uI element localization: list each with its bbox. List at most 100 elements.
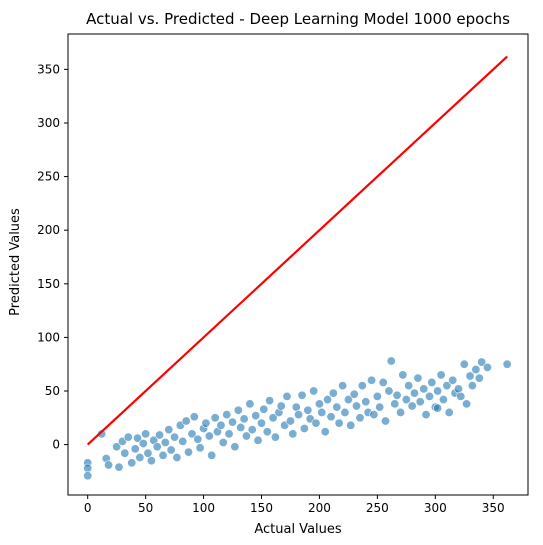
data-point xyxy=(130,444,140,454)
reference-line xyxy=(86,55,508,446)
data-point xyxy=(297,390,307,400)
data-point xyxy=(236,422,246,432)
data-point xyxy=(138,439,148,449)
data-point xyxy=(224,429,234,439)
data-point xyxy=(396,407,406,417)
data-point xyxy=(187,429,197,439)
y-tick-label: 350 xyxy=(37,62,60,76)
data-point xyxy=(210,413,220,423)
data-point xyxy=(193,434,203,444)
data-point xyxy=(332,402,342,412)
data-point xyxy=(343,395,353,405)
data-point xyxy=(309,386,319,396)
data-point xyxy=(288,429,298,439)
data-point xyxy=(282,391,292,401)
data-point xyxy=(146,456,156,466)
data-point xyxy=(407,401,417,411)
y-tick-label: 100 xyxy=(37,330,60,344)
y-tick-label: 50 xyxy=(45,384,60,398)
data-point xyxy=(241,431,251,441)
data-point xyxy=(285,416,295,426)
data-point xyxy=(83,471,93,481)
data-point xyxy=(467,381,477,391)
data-point xyxy=(398,370,408,380)
data-point xyxy=(401,395,411,405)
data-point xyxy=(97,429,107,439)
x-axis-label: Actual Values xyxy=(254,522,342,537)
data-point xyxy=(218,437,228,447)
y-tick-label: 250 xyxy=(37,170,60,184)
data-point xyxy=(456,391,466,401)
data-point xyxy=(83,463,93,473)
x-tick-label: 200 xyxy=(308,501,331,515)
data-point xyxy=(204,431,214,441)
data-point xyxy=(323,395,333,405)
data-point xyxy=(104,460,114,470)
data-point xyxy=(253,435,263,445)
data-point xyxy=(453,384,463,394)
data-point xyxy=(320,427,330,437)
data-point xyxy=(465,371,475,381)
x-tick-label: 300 xyxy=(424,501,447,515)
data-point xyxy=(442,381,452,391)
y-tick-label: 0 xyxy=(52,438,60,452)
chart-title: Actual vs. Predicted - Deep Learning Mod… xyxy=(86,10,510,28)
data-point xyxy=(482,362,492,372)
data-point xyxy=(314,399,324,409)
data-point xyxy=(268,413,278,423)
y-tick-label: 200 xyxy=(37,223,60,237)
data-point xyxy=(222,410,232,420)
data-point xyxy=(201,418,211,428)
data-point xyxy=(346,420,356,430)
data-point xyxy=(262,427,272,437)
data-point xyxy=(303,405,313,415)
y-tick-label: 300 xyxy=(37,116,60,130)
data-point xyxy=(438,395,448,405)
data-point xyxy=(276,401,286,411)
data-point xyxy=(133,433,143,443)
x-tick-label: 250 xyxy=(366,501,389,515)
data-point xyxy=(474,373,484,383)
data-point xyxy=(419,384,429,394)
data-point xyxy=(433,386,443,396)
data-point xyxy=(155,430,165,440)
data-point xyxy=(392,390,402,400)
data-point xyxy=(291,402,301,412)
data-point xyxy=(357,381,367,391)
data-point xyxy=(143,448,153,458)
data-point xyxy=(294,410,304,420)
data-point xyxy=(328,388,338,398)
data-point xyxy=(404,381,414,391)
x-tick-label: 350 xyxy=(482,501,505,515)
data-point xyxy=(114,462,124,472)
data-point xyxy=(233,405,243,415)
data-point xyxy=(334,418,344,428)
x-tick-label: 50 xyxy=(138,501,153,515)
data-point xyxy=(257,418,267,428)
plot-area xyxy=(67,33,529,496)
data-point xyxy=(127,458,137,468)
data-point xyxy=(189,412,199,422)
data-point xyxy=(259,404,269,414)
data-point xyxy=(444,407,454,417)
data-point xyxy=(349,389,359,399)
data-point xyxy=(172,452,182,462)
data-point xyxy=(247,425,257,435)
data-point xyxy=(415,397,425,407)
data-point xyxy=(372,391,382,401)
data-point xyxy=(152,442,162,452)
data-point xyxy=(375,402,385,412)
data-point xyxy=(251,411,261,421)
data-point xyxy=(265,396,275,406)
data-point xyxy=(120,448,130,458)
data-point xyxy=(326,412,336,422)
data-point xyxy=(427,377,437,387)
data-point xyxy=(390,399,400,409)
data-point xyxy=(207,450,217,460)
data-point xyxy=(230,442,240,452)
data-point xyxy=(369,410,379,420)
data-point xyxy=(181,416,191,426)
data-point xyxy=(378,377,388,387)
data-point xyxy=(477,357,487,367)
